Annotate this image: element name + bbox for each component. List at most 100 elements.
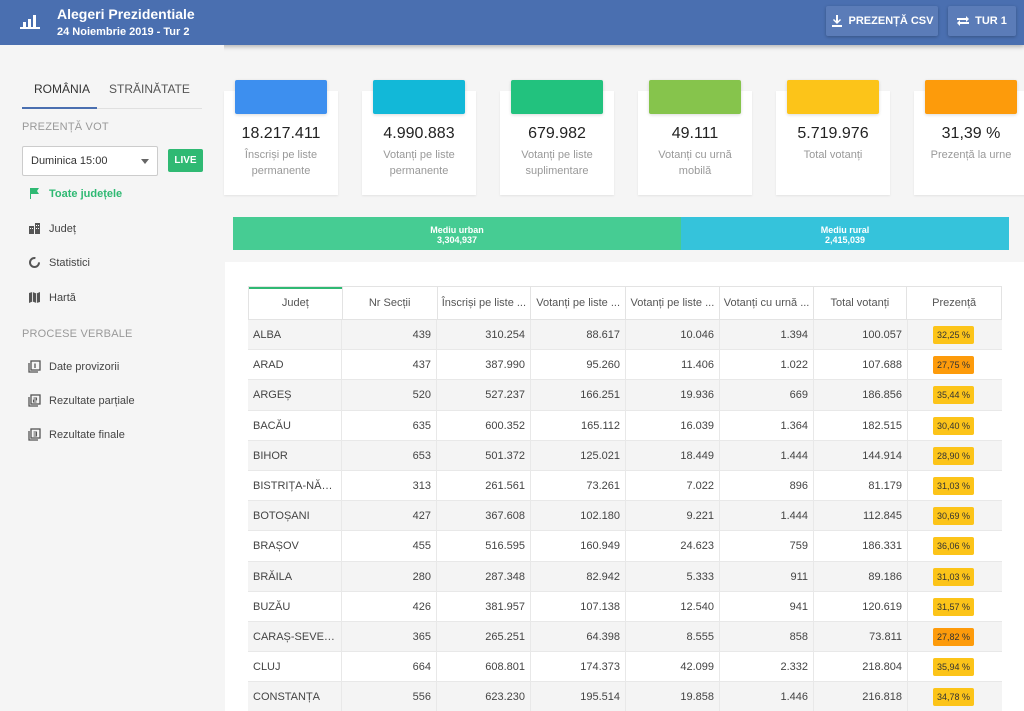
time-select[interactable]: Duminica 15:00 <box>22 146 158 176</box>
cell-permanent-voters: 88.617 <box>531 320 626 350</box>
tab-romania[interactable]: ROMÂNIA <box>22 81 97 109</box>
download-csv-button[interactable]: PREZENȚĂ CSV <box>826 6 938 36</box>
cell-permanent-voters: 160.949 <box>531 531 626 561</box>
cell-registered: 287.348 <box>437 561 531 591</box>
cell-total-voters: 120.619 <box>814 591 908 621</box>
cell-county: CONSTANȚA <box>248 682 342 711</box>
stat-color-bar <box>235 80 327 114</box>
column-header-permanent-voters[interactable]: Votanți pe liste ... <box>531 287 626 319</box>
table-row[interactable]: ARAD 437 387.990 95.260 11.406 1.022 107.688 27… <box>248 350 1002 381</box>
table-row[interactable]: CARAȘ-SEVERIN 365 265.251 64.398 8.555 858 73.… <box>248 621 1002 653</box>
cell-mobile-urn: 1.446 <box>720 682 814 711</box>
table-row[interactable]: BRAȘOV 455 516.595 160.949 24.623 759 186.331 3… <box>248 531 1002 562</box>
filter-1-icon <box>28 360 41 373</box>
rural-label: Mediu rural <box>820 225 870 235</box>
cell-county: BRĂILA <box>248 561 342 591</box>
cell-sections: 437 <box>342 350 437 380</box>
cell-turnout: 31,03 % <box>908 562 1002 591</box>
cell-mobile-urn: 669 <box>720 380 814 410</box>
table-row[interactable]: BRĂILA 280 287.348 82.942 5.333 911 89.186 31,0… <box>248 561 1002 592</box>
stat-value: 679.982 <box>528 125 586 142</box>
column-header-mobile-urn[interactable]: Votanți cu urnă ... <box>720 287 814 319</box>
nav-county[interactable]: Județ <box>28 222 76 235</box>
tab-abroad[interactable]: STRĂINĂTATE <box>109 82 190 96</box>
cell-permanent-voters: 195.514 <box>531 682 626 711</box>
cell-turnout: 30,69 % <box>908 501 1002 530</box>
stat-label: Total votanți <box>803 149 863 161</box>
cell-total-voters: 144.914 <box>814 440 908 470</box>
cell-mobile-urn: 1.394 <box>720 320 814 350</box>
nav-partial-results[interactable]: Rezultate parțiale <box>28 394 135 407</box>
turnout-badge: 31,03 % <box>933 477 975 496</box>
nav-statistics-label: Statistici <box>49 256 90 269</box>
stat-color-bar <box>649 80 741 114</box>
cell-turnout: 31,03 % <box>908 471 1002 500</box>
cell-mobile-urn: 858 <box>720 621 814 652</box>
column-header-county[interactable]: Județ <box>249 287 343 319</box>
vote-presence-heading: PREZENȚĂ VOT <box>22 121 109 133</box>
column-header-sections[interactable]: Nr Secții <box>343 287 438 319</box>
cell-supplementary-voters: 7.022 <box>626 470 720 501</box>
turnout-badge: 30,69 % <box>933 507 975 526</box>
cell-total-voters: 182.515 <box>814 410 908 440</box>
app-subtitle: 24 Noiembrie 2019 - Tur 2 <box>57 26 190 38</box>
table-row[interactable]: BIHOR 653 501.372 125.021 18.449 1.444 144.914… <box>248 440 1002 471</box>
table-row[interactable]: ARGEȘ 520 527.237 166.251 19.936 669 186.856 35… <box>248 380 1002 411</box>
turnout-badge: 34,78 % <box>933 688 975 707</box>
stat-label: Votanți cu urnă mobilă <box>658 149 732 177</box>
cell-permanent-voters: 102.180 <box>531 501 626 531</box>
stat-value: 4.990.883 <box>383 125 455 142</box>
nav-final-results[interactable]: Rezultate finale <box>28 428 125 441</box>
stat-color-bar <box>373 80 465 114</box>
urban-label: Mediu urban <box>430 225 484 235</box>
cell-county: ARAD <box>248 350 342 380</box>
cell-sections: 664 <box>342 652 437 682</box>
cell-registered: 381.957 <box>437 591 531 621</box>
table-row[interactable]: CONSTANȚA 556 623.230 195.514 19.858 1.446 216… <box>248 682 1002 711</box>
live-button[interactable]: LIVE <box>168 149 203 172</box>
cell-sections: 455 <box>342 531 437 561</box>
nav-all-counties-label: Toate județele <box>49 187 123 200</box>
cell-turnout: 32,25 % <box>908 320 1002 349</box>
turnout-badge: 35,44 % <box>933 386 975 405</box>
cell-sections: 365 <box>342 621 437 652</box>
cell-county: BACĂU <box>248 410 342 440</box>
column-header-registered[interactable]: Înscriși pe liste ... <box>438 287 532 319</box>
table-row[interactable]: BOTOȘANI 427 367.608 102.180 9.221 1.444 112.8… <box>248 501 1002 532</box>
cell-supplementary-voters: 9.221 <box>626 501 720 531</box>
nav-final-results-label: Rezultate finale <box>49 428 125 441</box>
column-header-supplementary-voters[interactable]: Votanți pe liste ... <box>626 287 720 319</box>
cell-turnout: 27,75 % <box>908 350 1002 379</box>
table-row[interactable]: CLUJ 664 608.801 174.373 42.099 2.332 218.804 3… <box>248 652 1002 683</box>
urban-value: 3,304,937 <box>436 235 478 245</box>
stat-value: 5.719.976 <box>797 125 869 142</box>
cell-mobile-urn: 759 <box>720 531 814 561</box>
cell-sections: 556 <box>342 682 437 711</box>
turnout-badge: 30,40 % <box>933 416 975 435</box>
table-row[interactable]: BISTRIȚA-NĂS... 313 261.561 73.261 7.022 896 8… <box>248 470 1002 502</box>
table-row[interactable]: BUZĂU 426 381.957 107.138 12.540 941 120.619 31… <box>248 591 1002 622</box>
stat-color-bar <box>511 80 603 114</box>
table-row[interactable]: BACĂU 635 600.352 165.112 16.039 1.364 182.515… <box>248 410 1002 441</box>
column-header-total-voters[interactable]: Total votanți <box>814 287 908 319</box>
nav-all-counties[interactable]: Toate județele <box>28 187 122 200</box>
table-row[interactable]: ALBA 439 310.254 88.617 10.046 1.394 100.057 32… <box>248 320 1002 351</box>
switch-round-button[interactable]: TUR 1 <box>948 6 1016 36</box>
cell-permanent-voters: 166.251 <box>531 380 626 410</box>
turnout-badge: 31,03 % <box>933 567 975 586</box>
column-header-turnout[interactable]: Prezență <box>932 297 977 309</box>
cell-supplementary-voters: 42.099 <box>626 652 720 682</box>
top-app-bar: Alegeri Prezidentiale 24 Noiembrie 2019 … <box>0 0 1024 45</box>
cell-registered: 501.372 <box>437 440 531 470</box>
stat-color-bar <box>925 80 1017 114</box>
nav-statistics[interactable]: Statistici <box>28 256 90 269</box>
table-header: Județ Nr Secții Înscriși pe liste ... Vo… <box>248 286 1002 320</box>
cell-registered: 261.561 <box>437 470 531 501</box>
urban-bar: Mediu urban 3,304,937 <box>233 217 681 250</box>
nav-provisional-data[interactable]: Date provizorii <box>28 360 119 373</box>
cell-registered: 387.990 <box>437 350 531 380</box>
nav-map[interactable]: Hartă <box>28 291 76 304</box>
cell-permanent-voters: 174.373 <box>531 652 626 682</box>
caret-down-icon <box>141 159 149 164</box>
nav-county-label: Județ <box>49 222 76 235</box>
